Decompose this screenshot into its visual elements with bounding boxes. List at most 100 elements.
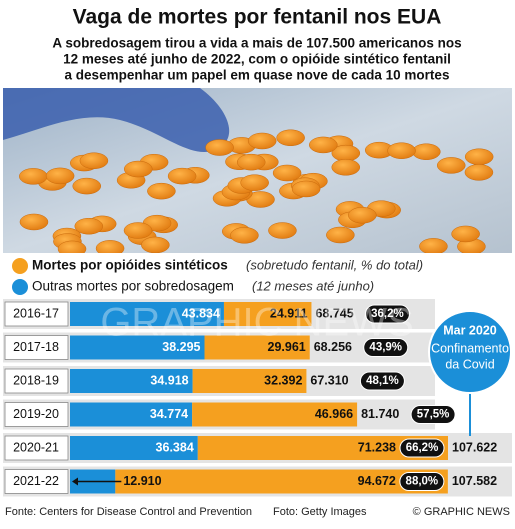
category-box (4, 469, 69, 494)
pill (123, 160, 153, 178)
total-label: 67.310 (310, 373, 348, 387)
share-label: 36,2% (371, 308, 404, 320)
pill (451, 225, 480, 243)
category-label: 2021-22 (13, 474, 59, 488)
value-label: 36.384 (156, 440, 194, 454)
bar (70, 436, 198, 460)
value-label: 24.911 (270, 306, 308, 320)
value-label: 29.961 (268, 340, 306, 354)
bar (223, 302, 312, 326)
category-label: 2016-17 (13, 306, 59, 320)
bar (192, 402, 358, 427)
category-label: 2020-21 (13, 440, 59, 454)
annotation-title: Mar 2020 (443, 323, 497, 337)
pill (436, 157, 466, 174)
title: Vaga de mortes por fentanil nos EUA (73, 6, 442, 29)
pill (74, 217, 104, 235)
share-pill (399, 438, 445, 458)
arrow-head (72, 477, 78, 486)
pill (147, 182, 176, 200)
pill (167, 167, 197, 185)
annotation-text: Confinamento (431, 341, 509, 355)
bar (70, 402, 193, 427)
pill (230, 227, 259, 244)
pill (72, 177, 102, 195)
total-label: 68.256 (314, 340, 352, 354)
value-label: 32.392 (264, 373, 302, 387)
share-label: 88,0% (406, 476, 439, 488)
pill (19, 168, 48, 185)
total-label: 107.582 (452, 474, 497, 488)
pill (236, 153, 266, 171)
total-label: 81.740 (361, 407, 399, 421)
value-label: 46.966 (315, 407, 353, 421)
bar (204, 335, 310, 360)
share-pill (364, 304, 410, 324)
bar (115, 469, 448, 494)
copyright: © GRAPHIC NEWS (413, 506, 510, 518)
category-label: 2018-19 (13, 373, 59, 387)
source: Fonte: Centers for Disease Control and P… (5, 506, 252, 518)
pill (419, 238, 448, 255)
bar (70, 369, 193, 393)
subtitle: a desempenhar um papel em quase nove de … (65, 68, 450, 83)
bar (192, 369, 307, 393)
legend-note: (12 meses até junho) (252, 278, 374, 293)
pill (272, 164, 302, 182)
pill (331, 159, 361, 176)
legend-swatch (12, 258, 28, 274)
value-label: 34.918 (150, 373, 188, 387)
pill (45, 167, 75, 185)
legend-note: (sobretudo fentanil, % do total) (246, 257, 423, 272)
pill (291, 180, 321, 198)
share-label: 48,1% (366, 375, 399, 387)
category-box (4, 435, 69, 461)
share-label: 57,5% (417, 409, 450, 421)
subtitle: 12 meses até junho de 2022, com o opióid… (63, 52, 451, 67)
share-pill (359, 371, 405, 391)
category-box (4, 335, 69, 360)
pill (309, 136, 338, 154)
category-box (4, 301, 69, 327)
watermark: GRAPHIC NEWS (100, 301, 413, 345)
value-label: 38.295 (162, 340, 200, 354)
pill (19, 213, 49, 231)
value-label: 94.672 (358, 474, 396, 488)
photo (3, 88, 512, 258)
value-label: 34.774 (150, 407, 188, 421)
pill (387, 142, 416, 159)
bar (70, 302, 224, 326)
value-label: 12.910 (123, 474, 161, 488)
pill (276, 129, 305, 147)
pill (205, 139, 234, 156)
category-label: 2019-20 (13, 407, 59, 421)
legend-label: Outras mortes por sobredosagem (32, 279, 234, 294)
pill (268, 222, 297, 239)
category-box (4, 368, 69, 394)
annotation-circle (428, 310, 512, 394)
pill (247, 132, 277, 150)
share-pill (410, 405, 456, 424)
pill (326, 226, 355, 244)
pill (240, 174, 269, 191)
annotation-text: da Covid (445, 357, 494, 371)
pill (141, 236, 170, 254)
share-label: 66,2% (406, 442, 439, 454)
pill (123, 222, 153, 239)
legend-bg (3, 253, 512, 297)
pill (412, 143, 441, 160)
value-label: 71.238 (358, 440, 396, 454)
share-pill (399, 472, 445, 491)
legend-label: Mortes por opióides sintéticos (32, 258, 228, 273)
pill (464, 148, 494, 166)
bar (70, 335, 205, 360)
share-label: 43,9% (369, 342, 402, 354)
pill (464, 164, 494, 181)
total-label: 107.622 (452, 440, 497, 454)
category-box (4, 402, 69, 427)
legend-swatch (12, 279, 28, 295)
share-pill (363, 338, 409, 357)
value-label: 43.834 (182, 306, 220, 320)
photo-credit: Foto: Getty Images (273, 506, 367, 518)
